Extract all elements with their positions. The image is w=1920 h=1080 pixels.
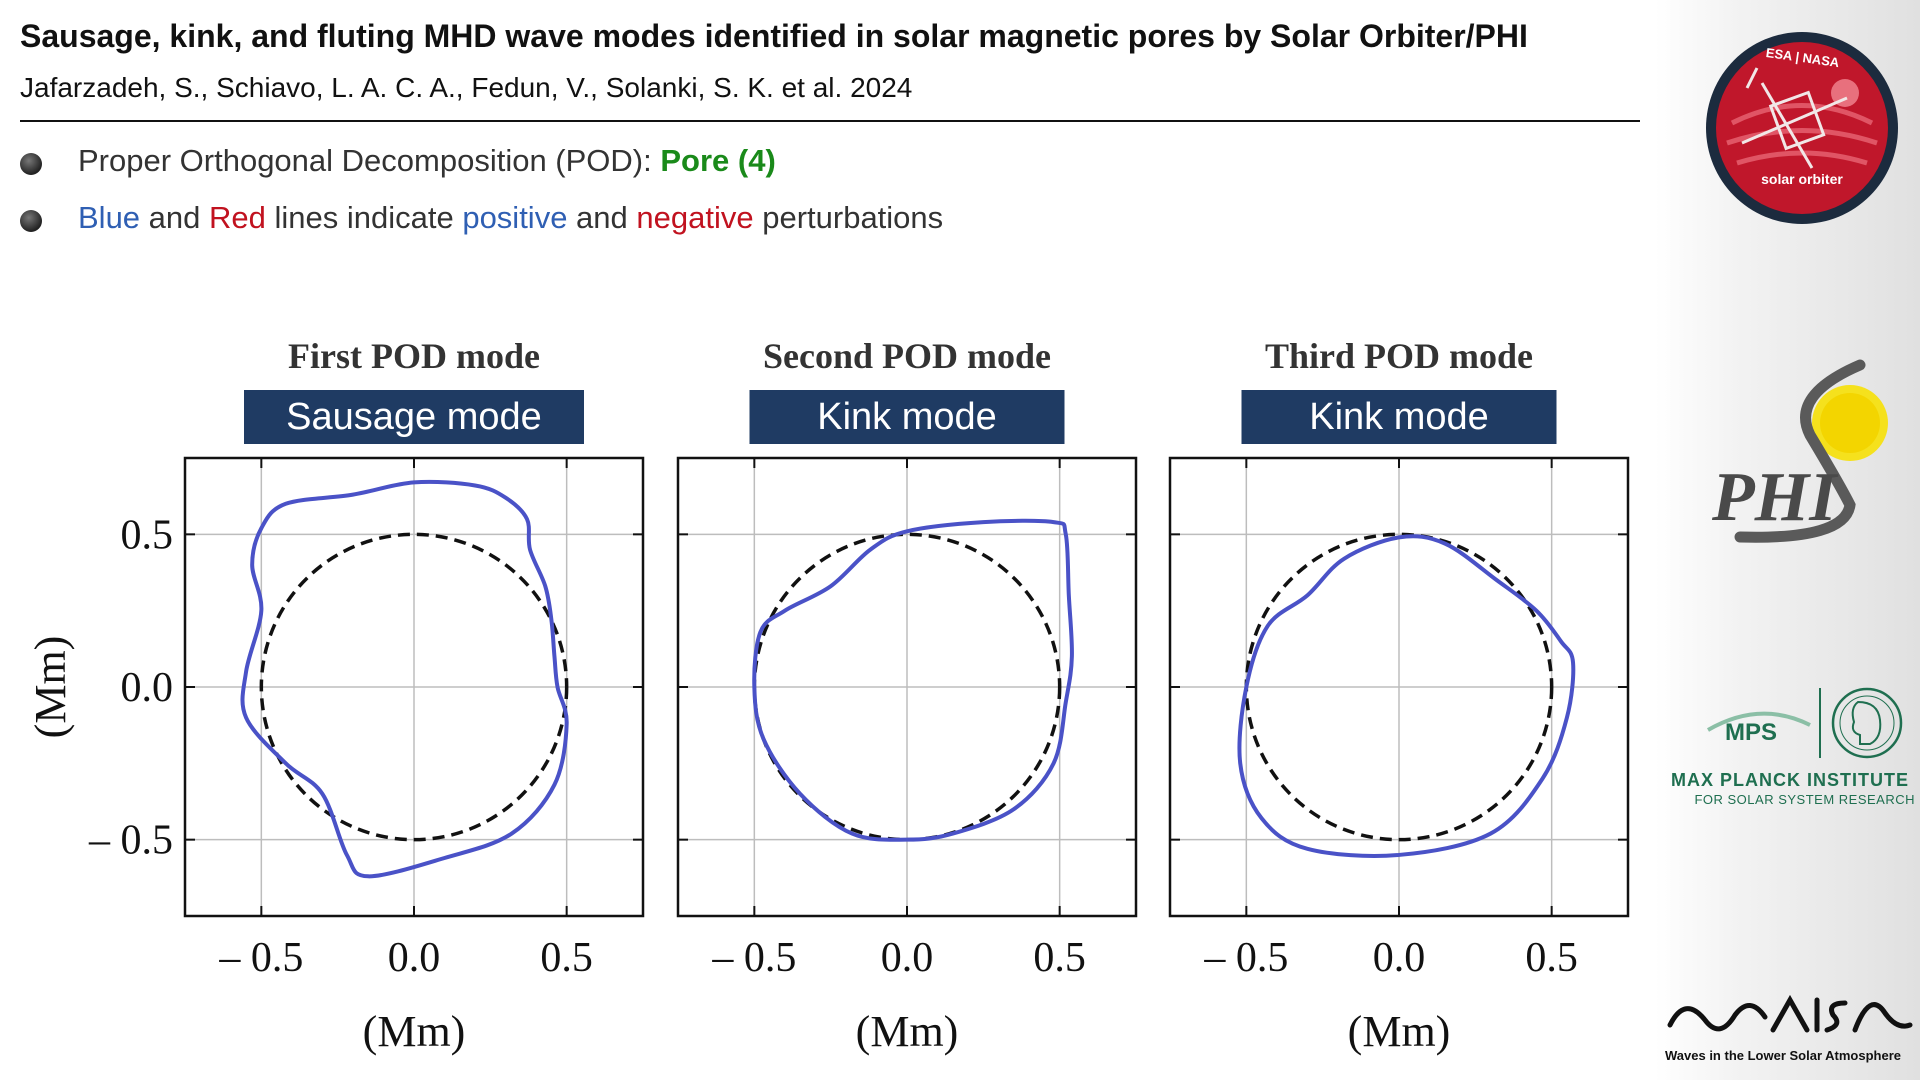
- legend-and: and: [140, 200, 209, 235]
- legend-red: Red: [209, 200, 266, 235]
- mode-label-box: [244, 390, 584, 444]
- perturbation-curve: [1237, 534, 1576, 858]
- solar-orbiter-logo: ESA | NASA solar orbiter: [1706, 32, 1898, 224]
- x-tick-label: 0.5: [540, 935, 593, 981]
- bullet-dot-icon: [20, 153, 42, 175]
- chart-title: Second POD mode: [763, 336, 1051, 376]
- bullet-legend: Blue and Red lines indicate positive and…: [20, 200, 943, 236]
- authors-line: Jafarzadeh, S., Schiavo, L. A. C. A., Fe…: [20, 72, 913, 103]
- reference-circle: [259, 532, 569, 842]
- slide-title: Sausage, kink, and fluting MHD wave mode…: [20, 18, 1528, 54]
- pore-label: Pore (4): [660, 143, 776, 178]
- header-divider: [20, 120, 1640, 122]
- x-tick-label: 0.0: [1373, 935, 1426, 981]
- mpi-subtitle: FOR SOLAR SYSTEM RESEARCH: [1694, 792, 1915, 807]
- orbiter-bottom-text: solar orbiter: [1761, 171, 1843, 187]
- x-tick-label: 0.5: [1525, 935, 1578, 981]
- bullet-pod: Proper Orthogonal Decomposition (POD): P…: [20, 143, 776, 179]
- x-tick-label: – 0.5: [218, 935, 303, 981]
- x-tick-label: – 0.5: [711, 935, 796, 981]
- x-axis-label: (Mm): [856, 1007, 959, 1056]
- legend-suffix: perturbations: [753, 200, 944, 235]
- mode-label: Sausage mode: [286, 396, 542, 438]
- legend-positive: positive: [462, 200, 568, 235]
- x-axis-label: (Mm): [1348, 1007, 1451, 1056]
- x-tick-label: 0.0: [388, 935, 441, 981]
- x-tick-label: 0.0: [881, 935, 934, 981]
- legend-and-2: and: [567, 200, 637, 235]
- legend-negative: negative: [636, 200, 754, 235]
- x-tick-label: 0.5: [1033, 935, 1086, 981]
- mode-label: Kink mode: [817, 396, 997, 438]
- mode-label: Kink mode: [1309, 396, 1489, 438]
- x-tick-label: – 0.5: [1203, 935, 1288, 981]
- phi-text: PHI: [1711, 459, 1839, 536]
- bullet-pod-text: Proper Orthogonal Decomposition (POD):: [78, 143, 661, 178]
- bullet-dot-icon: [20, 210, 42, 232]
- mpi-title: MAX PLANCK INSTITUTE: [1671, 770, 1909, 790]
- y-axis-label: (Mm): [26, 636, 75, 739]
- pod-charts: First POD mode Sausage mode – 0.5 0.0 0.5 – 0…: [26, 336, 1630, 1056]
- legend-blue: Blue: [78, 200, 141, 235]
- chart-title: Third POD mode: [1265, 336, 1533, 376]
- chart-title: First POD mode: [288, 336, 540, 376]
- y-tick-label: 0.0: [121, 665, 174, 711]
- phi-logo: PHI: [1711, 359, 1888, 543]
- y-tick-label: – 0.5: [88, 818, 173, 864]
- mps-text: MPS: [1725, 719, 1777, 746]
- perturbation-curve: [752, 518, 1074, 842]
- mps-logo: MPS: [1707, 687, 1903, 759]
- y-tick-label: 0.5: [121, 512, 174, 558]
- mode-label-box: [749, 390, 1065, 444]
- wisa-subtitle: Waves in the Lower Solar Atmosphere: [1665, 1048, 1901, 1063]
- x-axis-label: (Mm): [363, 1007, 466, 1056]
- mode-label-box: [1241, 390, 1557, 444]
- wisa-logo: [1667, 994, 1913, 1033]
- perturbation-curve: [240, 479, 569, 879]
- legend-mid-text: lines indicate: [265, 200, 463, 235]
